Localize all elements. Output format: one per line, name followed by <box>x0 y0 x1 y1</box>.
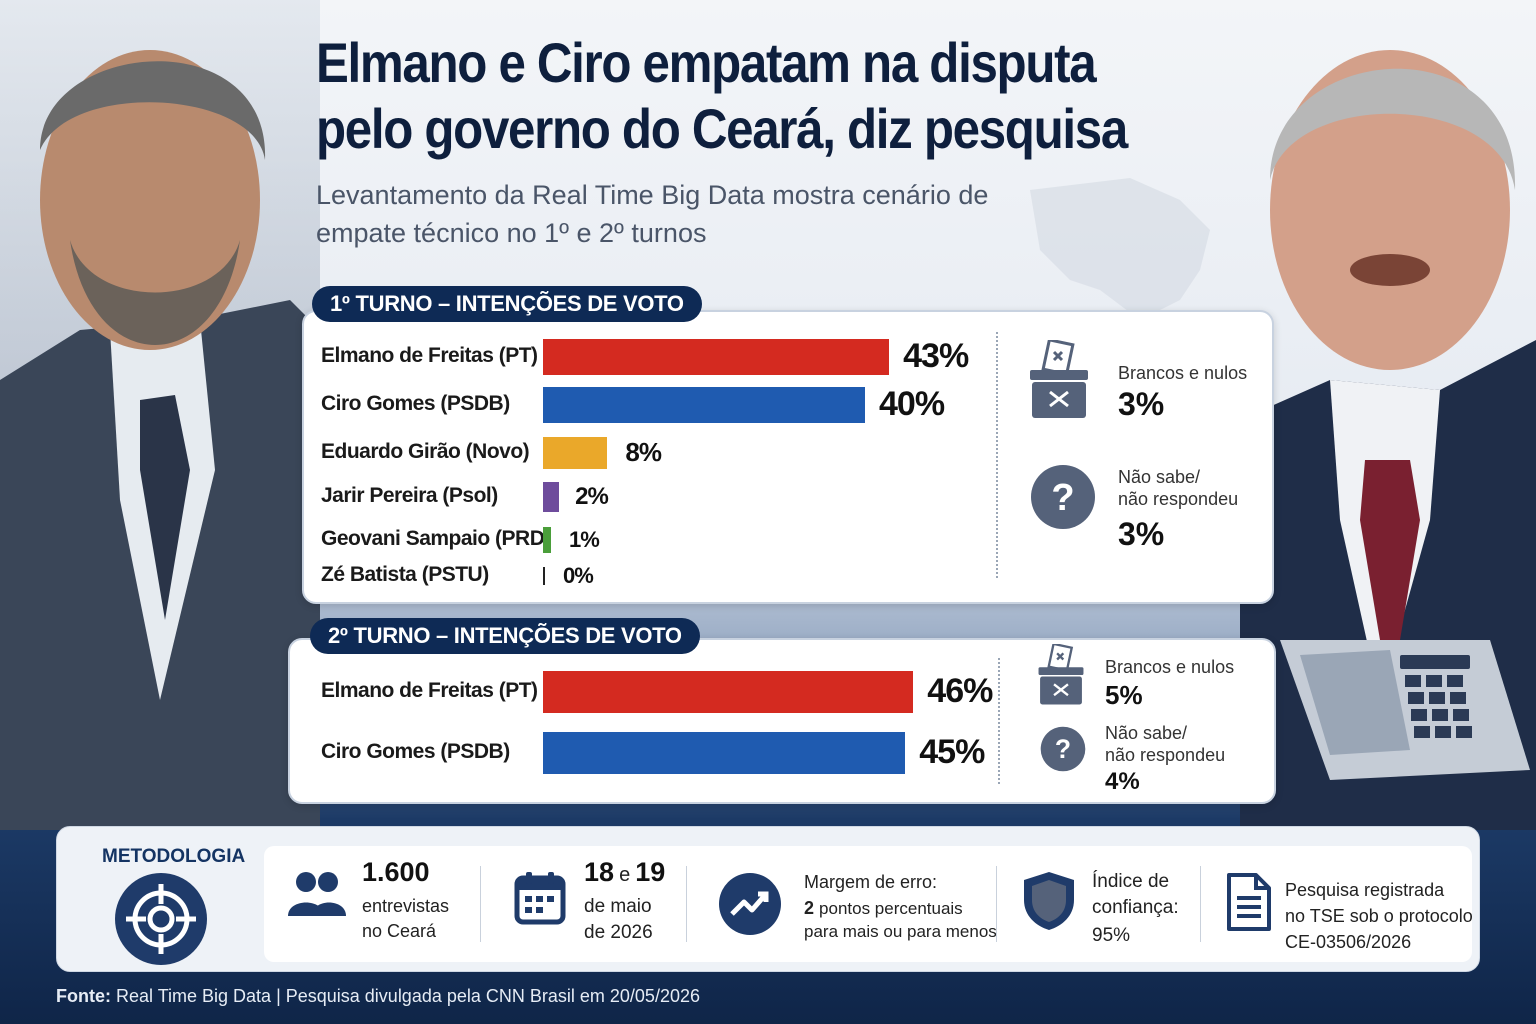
interviews-line1: entrevistas <box>362 896 450 916</box>
bar <box>543 437 608 469</box>
svg-text:?: ? <box>1055 734 1071 764</box>
second-round-divider <box>998 658 1000 784</box>
methodology-separator <box>1200 866 1201 942</box>
margin-line1: Margem de erro: <box>804 872 938 892</box>
headline-title-line1: Elmano e Ciro empatam na disputa <box>316 31 1097 94</box>
svg-text:?: ? <box>1051 477 1074 519</box>
second-undecided-line1: Não sabe/ <box>1105 723 1188 743</box>
value-label: 46% <box>927 671 993 710</box>
calendar-icon <box>514 872 566 925</box>
registry-line2: no TSE sob o protocolo <box>1285 906 1473 926</box>
value-label: 0% <box>563 562 594 588</box>
bar <box>543 387 865 423</box>
margin-unit: pontos percentuais <box>819 899 963 918</box>
bar <box>543 482 560 512</box>
methodology-title: METODOLOGIA <box>102 846 246 867</box>
registry-line3: CE-03506/2026 <box>1285 932 1412 952</box>
candidate-label: Zé Batista (PSTU) <box>321 563 489 586</box>
elmano-photo <box>0 0 320 830</box>
date-line2: de 2026 <box>584 922 653 943</box>
candidate-label: Elmano de Freitas (PT) <box>321 679 538 702</box>
people-icon <box>288 872 346 916</box>
margin-line2: 2 pontos percentuais <box>804 896 963 921</box>
value-label: 2% <box>575 482 609 510</box>
interviews-count: 1.600 <box>362 857 430 887</box>
date-day1: 18 <box>584 857 615 887</box>
bar <box>543 567 545 585</box>
first-undecided-line1: Não sabe/ <box>1118 467 1201 487</box>
first-undecided-label: Não sabe/ não respondeu <box>1118 466 1238 510</box>
bar <box>543 732 906 774</box>
first-round-divider <box>996 332 998 578</box>
methodology-separator <box>480 866 481 942</box>
headline: Elmano e Ciro empatam na disputa pelo go… <box>316 30 1216 252</box>
margin-value: 2 <box>804 898 815 918</box>
bar <box>543 339 890 375</box>
ballot-box-icon <box>1038 644 1084 705</box>
target-icon <box>115 873 207 965</box>
date-and: e <box>619 864 631 886</box>
methodology-separator <box>996 866 997 942</box>
candidate-label: Geovani Sampaio (PRD) <box>321 527 551 550</box>
value-label: 43% <box>903 336 969 375</box>
second-undecided-value: 4% <box>1105 768 1140 795</box>
bar <box>543 527 552 553</box>
first-undecided-line2: não respondeu <box>1118 489 1239 509</box>
ceara-map-silhouette <box>1030 178 1210 320</box>
trend-chart-icon <box>719 873 781 935</box>
survey-dates: 18 e 19 <box>584 857 666 887</box>
subtitle-line1: Levantamento da Real Time Big Data mostr… <box>316 180 989 210</box>
candidate-label: Ciro Gomes (PSDB) <box>321 740 510 763</box>
second-blank-value: 5% <box>1105 680 1143 710</box>
source-text: Real Time Big Data | Pesquisa divulgada … <box>116 986 700 1006</box>
methodology-separator <box>686 866 687 942</box>
date-line1: de maio <box>584 896 652 917</box>
confidence-line2: confiança: <box>1092 897 1179 918</box>
candidate-label: Eduardo Girão (Novo) <box>321 440 530 463</box>
first-round-title: 1º TURNO – INTENÇÕES DE VOTO <box>312 286 702 322</box>
second-blank-label: Brancos e nulos <box>1105 657 1235 677</box>
first-blank-value: 3% <box>1118 386 1165 422</box>
question-icon: ? <box>1031 465 1095 529</box>
registry-line1: Pesquisa registrada <box>1285 880 1445 900</box>
first-blank-label: Brancos e nulos <box>1118 363 1248 383</box>
margin-line3: para mais ou para menos <box>804 922 997 941</box>
headline-title-line2: pelo governo do Ceará, diz pesquisa <box>316 97 1128 160</box>
confidence-value: 95% <box>1092 925 1131 946</box>
voting-machine-image <box>1280 640 1530 780</box>
ciro-photo <box>1240 50 1536 830</box>
interviews-line2: no Ceará <box>362 921 437 941</box>
candidate-label: Jarir Pereira (Psol) <box>321 484 498 507</box>
value-label: 40% <box>879 384 945 423</box>
source-footer: Fonte: Real Time Big Data | Pesquisa div… <box>56 986 700 1007</box>
date-day2: 19 <box>635 857 666 887</box>
value-label: 8% <box>625 437 662 468</box>
candidate-label: Elmano de Freitas (PT) <box>321 344 538 367</box>
first-undecided-value: 3% <box>1118 516 1165 552</box>
document-icon <box>1227 873 1271 931</box>
bar <box>543 671 914 713</box>
value-label: 1% <box>569 526 600 552</box>
second-round-panel <box>288 638 1276 804</box>
headline-subtitle: Levantamento da Real Time Big Data mostr… <box>316 176 1036 252</box>
ballot-box-icon <box>1030 340 1088 418</box>
subtitle-line2: empate técnico no 1º e 2º turnos <box>316 218 707 248</box>
question-icon: ? <box>1040 726 1086 772</box>
second-undecided-label: Não sabe/ não respondeu <box>1105 722 1225 766</box>
shield-icon <box>1024 872 1074 930</box>
confidence-line1: Índice de <box>1092 871 1170 892</box>
source-label: Fonte: <box>56 986 111 1006</box>
value-label: 45% <box>919 732 985 771</box>
second-undecided-line2: não respondeu <box>1105 745 1226 765</box>
candidate-label: Ciro Gomes (PSDB) <box>321 392 510 415</box>
second-round-title: 2º TURNO – INTENÇÕES DE VOTO <box>310 618 700 654</box>
